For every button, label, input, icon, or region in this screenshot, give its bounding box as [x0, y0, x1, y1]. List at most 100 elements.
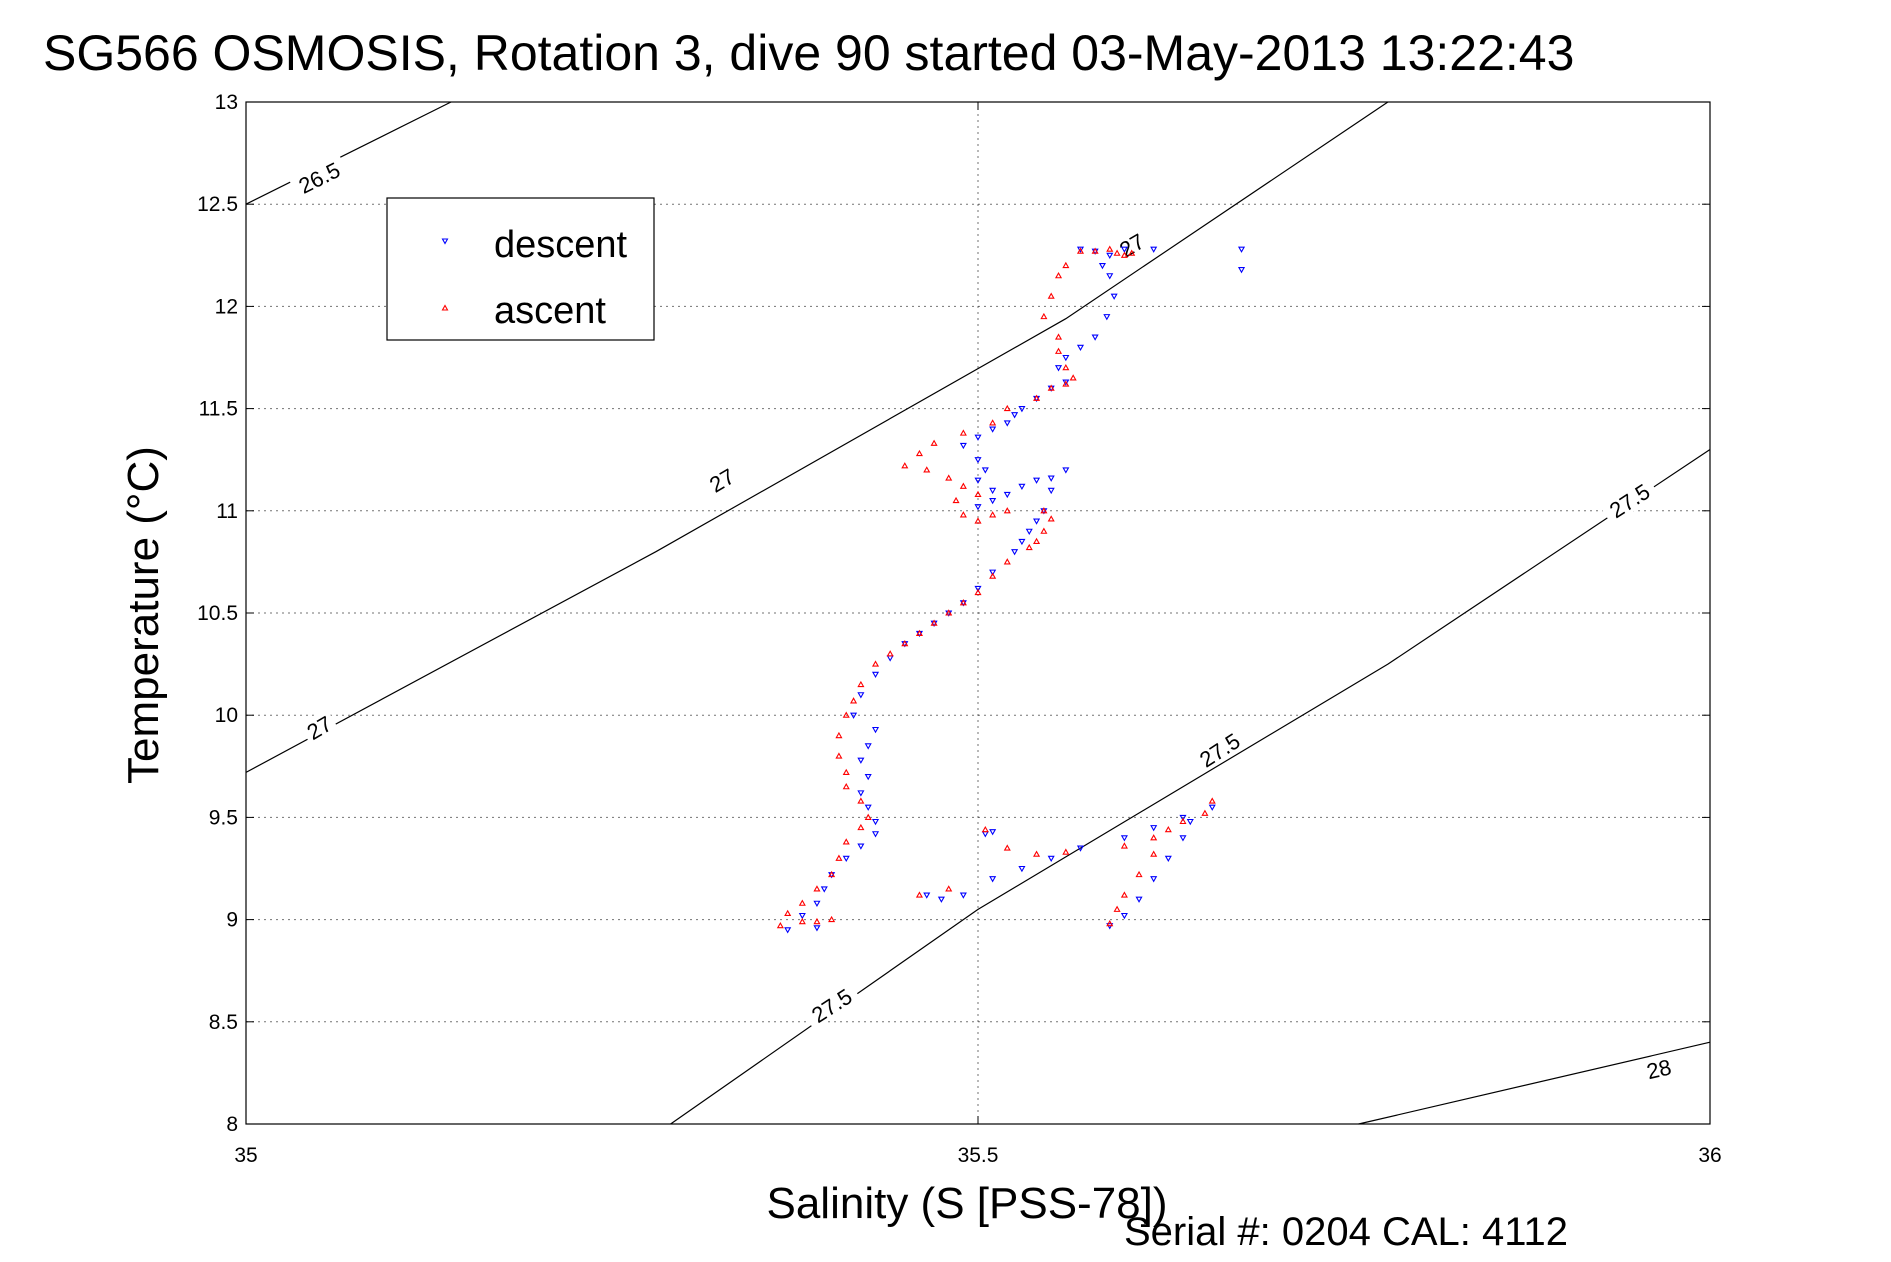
- ascent-point: [1040, 527, 1048, 534]
- descent-point: [1011, 412, 1019, 419]
- ascent-point: [952, 496, 960, 504]
- ascent-point: [1062, 380, 1070, 387]
- ascent-point: [1120, 842, 1128, 849]
- ascent-point: [989, 419, 997, 426]
- contour-label-bg: [288, 153, 350, 200]
- y-tick-label: 11.5: [199, 398, 238, 421]
- descent-point: [1120, 246, 1128, 253]
- contour-label: 27.5: [801, 979, 862, 1030]
- ascent-point: [1150, 850, 1158, 857]
- descent-point: [1237, 246, 1246, 253]
- descent-point: [1033, 477, 1041, 484]
- descent-point: [784, 927, 792, 934]
- ascent-point: [864, 813, 872, 820]
- ascent-point: [1106, 919, 1114, 927]
- descent-point: [989, 426, 997, 433]
- descent-point: [1076, 344, 1085, 351]
- descent-point: [864, 804, 872, 811]
- descent-point: [1033, 518, 1041, 525]
- x-tick-label: 35.5: [958, 1144, 999, 1167]
- descent-point: [798, 912, 806, 920]
- ascent-point: [1179, 817, 1187, 825]
- ascent-point: [857, 797, 865, 804]
- y-tick-label: 8.5: [209, 1011, 238, 1034]
- descent-point: [1098, 262, 1106, 270]
- ascent-point: [981, 825, 989, 833]
- ascent-point: [1135, 870, 1143, 878]
- descent-point: [937, 896, 945, 903]
- density-contour-26.5: [245, 101, 452, 205]
- ascent-point: [828, 870, 836, 878]
- ascent-point: [1040, 507, 1048, 514]
- descent-point: [857, 757, 865, 764]
- descent-point: [842, 855, 850, 862]
- ascent-point: [1003, 404, 1011, 412]
- contour-label-text: 27: [1115, 229, 1149, 263]
- legend: descent ascent: [386, 197, 655, 341]
- axis-ticks: [245, 101, 1711, 1125]
- descent-point: [864, 773, 872, 781]
- descent-point: [871, 831, 880, 838]
- ascent-point: [959, 482, 967, 489]
- legend-label-ascent: ascent: [494, 290, 606, 332]
- descent-point: [1018, 406, 1026, 413]
- descent-point: [1208, 804, 1216, 811]
- ascent-point: [1047, 292, 1055, 299]
- ascent-point: [1069, 374, 1077, 381]
- legend-marker-ascent: [441, 304, 449, 311]
- ascent-point: [915, 449, 923, 457]
- descent-point: [974, 457, 982, 464]
- descent-point: [1150, 246, 1158, 253]
- descent-point: [989, 487, 997, 495]
- ascent-point: [835, 731, 843, 739]
- ascent-point: [1054, 272, 1063, 279]
- descent-point: [981, 467, 989, 474]
- ascent-point: [1150, 834, 1158, 841]
- ascent-point: [776, 922, 784, 929]
- descent-point: [1120, 912, 1128, 920]
- ascent-point: [959, 429, 967, 436]
- descent-point: [857, 790, 865, 797]
- descent-point: [1062, 379, 1070, 386]
- descent-point: [871, 671, 880, 679]
- ascent-point: [1106, 245, 1114, 252]
- ascent-point: [857, 680, 865, 688]
- ascent-point: [1164, 825, 1172, 833]
- descent-point: [989, 829, 997, 836]
- ascent-point: [842, 783, 850, 790]
- descent-point: [981, 831, 989, 838]
- descent-point: [1047, 475, 1055, 482]
- descent-point: [1011, 549, 1019, 556]
- ascent-point: [1113, 249, 1121, 256]
- descent-point: [871, 726, 880, 734]
- descent-point: [1186, 818, 1194, 826]
- y-tick-labels: 8 8.5 9 9.5 10 10.5 11 11.5 12 12.5 13: [197, 91, 238, 1136]
- descent-point: [959, 442, 967, 450]
- descent-point: [1179, 835, 1187, 842]
- ascent-point: [974, 517, 982, 524]
- descent-point: [1110, 293, 1118, 300]
- descent-point: [850, 712, 858, 719]
- y-tick-label: 13: [215, 91, 238, 114]
- y-tick-label: 12.5: [197, 193, 238, 216]
- ascent-point: [901, 462, 909, 469]
- ascent-point: [1033, 537, 1041, 545]
- ascent-point: [974, 588, 982, 596]
- descent-point: [1018, 538, 1026, 546]
- descent-point: [1150, 825, 1158, 832]
- ascent-point: [1091, 247, 1099, 254]
- descent-point: [989, 876, 997, 883]
- descent-point: [974, 585, 982, 593]
- ascent-point: [1047, 384, 1055, 391]
- y-tick-label: 10: [215, 704, 238, 727]
- descent-point: [1179, 814, 1187, 822]
- ascent-point: [1062, 848, 1070, 855]
- descent-point: [1003, 420, 1011, 427]
- x-tick-labels: 35 35.5 36: [234, 1144, 1721, 1167]
- legend-marker-descent: [441, 238, 449, 245]
- ascent-point: [1054, 333, 1063, 340]
- y-tick-label: 11: [216, 500, 238, 523]
- ascent-point: [1120, 251, 1128, 258]
- y-tick-label: 8: [226, 1113, 238, 1136]
